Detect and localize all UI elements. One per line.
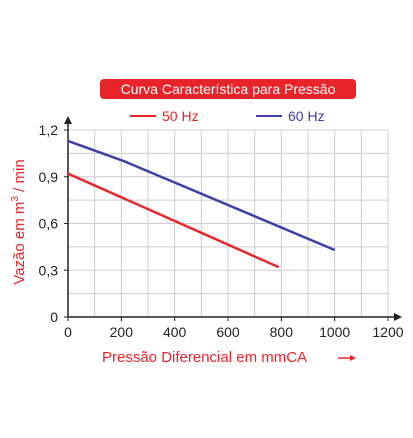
x-tick-label: 0 xyxy=(64,324,72,340)
title-background xyxy=(100,79,356,99)
chart-title-banner: Curva Característica para Pressão xyxy=(100,79,356,99)
y-axis-label-main: Vazão em m xyxy=(11,202,28,285)
x-tick-label: 400 xyxy=(163,324,187,340)
x-tick-labels: 0 200 400 600 800 1000 1200 xyxy=(64,317,404,340)
axes xyxy=(64,116,402,321)
x-axis-label: Pressão Diferencial em mmCA xyxy=(102,349,307,366)
y-axis-arrow-icon xyxy=(64,116,72,124)
series-line-60hz xyxy=(67,139,336,252)
y-tick-label: 0,3 xyxy=(39,262,59,278)
y-axis-label-superscript: 3 xyxy=(10,196,21,202)
series-lines xyxy=(67,139,336,269)
y-tick-label: 1,2 xyxy=(39,122,59,138)
legend-label-50hz: 50 Hz xyxy=(162,108,199,124)
y-tick-label: 0 xyxy=(50,309,58,325)
x-axis-arrow-icon xyxy=(338,355,356,361)
legend-label-60hz: 60 Hz xyxy=(288,108,325,124)
series-line-50hz xyxy=(67,172,280,269)
x-tick-label: 200 xyxy=(110,324,134,340)
x-axis-arrow-head-icon xyxy=(394,313,402,321)
y-axis-label-unit: / min xyxy=(11,159,28,196)
y-tick-label: 0,6 xyxy=(39,216,59,232)
grid-lines xyxy=(68,129,389,317)
legend: 50 Hz 60 Hz xyxy=(130,108,325,124)
chart-title: Curva Característica para Pressão xyxy=(121,81,336,97)
x-tick-label: 1000 xyxy=(319,324,350,340)
x-tick-label: 800 xyxy=(270,324,294,340)
x-tick-label: 600 xyxy=(216,324,240,340)
y-tick-labels: 0 0,3 0,6 0,9 1,2 xyxy=(39,122,68,325)
y-tick-label: 0,9 xyxy=(39,169,59,185)
x-tick-label: 1200 xyxy=(372,324,403,340)
y-axis-label: Vazão em m3 / min xyxy=(10,159,28,284)
